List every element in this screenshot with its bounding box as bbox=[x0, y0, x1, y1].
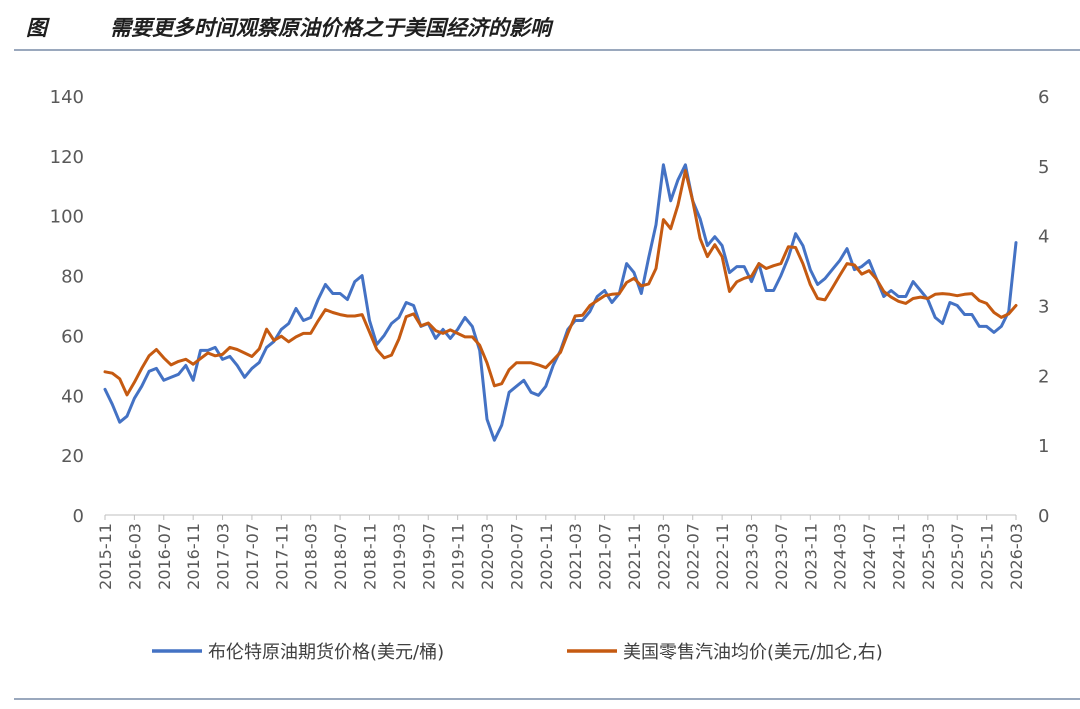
right-y-tick-label: 0 bbox=[1038, 506, 1049, 527]
x-tick-label: 2023-07 bbox=[772, 523, 791, 590]
x-tick-label: 2022-07 bbox=[684, 523, 703, 590]
x-tick-label: 2018-11 bbox=[360, 523, 379, 590]
left-y-tick-label: 20 bbox=[61, 446, 84, 467]
x-tick-label: 2024-03 bbox=[831, 523, 850, 590]
figure-label: 图 bbox=[26, 16, 47, 40]
gasoline-price-line bbox=[103, 169, 1018, 397]
x-tick-label: 2022-11 bbox=[713, 523, 732, 590]
x-tick-label: 2025-07 bbox=[948, 523, 967, 590]
x-tick-label: 2018-03 bbox=[302, 523, 321, 590]
right-y-tick-label: 6 bbox=[1038, 87, 1049, 108]
x-tick-label: 2020-11 bbox=[537, 523, 556, 590]
x-tick-label: 2016-11 bbox=[184, 523, 203, 590]
x-tick-label: 2026-03 bbox=[1007, 523, 1026, 590]
brent-price-line bbox=[103, 163, 1018, 442]
bottom-divider bbox=[14, 698, 1080, 700]
x-tick-label: 2020-07 bbox=[507, 523, 526, 590]
x-tick-label: 2017-07 bbox=[243, 523, 262, 590]
x-tick-label: 2017-11 bbox=[272, 523, 291, 590]
x-tick-label: 2019-07 bbox=[419, 523, 438, 590]
x-tick-label: 2015-11 bbox=[96, 523, 115, 590]
left-y-tick-label: 120 bbox=[50, 147, 84, 168]
x-axis: 2015-11 2016-03 2016-07 2016-11 2017-03 2017-… bbox=[96, 514, 1026, 590]
left-y-tick-label: 40 bbox=[61, 386, 84, 407]
left-y-tick-label: 0 bbox=[73, 506, 84, 527]
x-tick-label: 2024-07 bbox=[860, 523, 879, 590]
right-y-axis: 0 1 2 3 4 5 6 bbox=[1038, 87, 1049, 527]
chart-title: 需要更多时间观察原油价格之于美国经济的影响 bbox=[110, 16, 551, 40]
x-tick-label: 2016-07 bbox=[155, 523, 174, 590]
x-tick-label: 2019-03 bbox=[390, 523, 409, 590]
right-y-tick-label: 4 bbox=[1038, 227, 1049, 248]
x-tick-label: 2025-03 bbox=[919, 523, 938, 590]
left-y-tick-label: 80 bbox=[61, 267, 84, 288]
x-tick-label: 2022-03 bbox=[654, 523, 673, 590]
chart-legend: 布伦特原油期货价格(美元/桶) 美国零售汽油均价(美元/加仑,右) bbox=[152, 642, 883, 663]
x-tick-label: 2019-11 bbox=[449, 523, 468, 590]
right-y-tick-label: 3 bbox=[1038, 297, 1049, 318]
x-tick-label: 2021-07 bbox=[596, 523, 615, 590]
legend-label: 美国零售汽油均价(美元/加仑,右) bbox=[623, 642, 883, 663]
right-y-tick-label: 2 bbox=[1038, 366, 1049, 387]
right-y-tick-label: 1 bbox=[1038, 436, 1049, 457]
right-y-tick-label: 5 bbox=[1038, 157, 1049, 178]
x-tick-label: 2024-11 bbox=[889, 523, 908, 590]
legend-label: 布伦特原油期货价格(美元/桶) bbox=[208, 642, 444, 663]
x-tick-label: 2025-11 bbox=[978, 523, 997, 590]
x-tick-label: 2021-11 bbox=[625, 523, 644, 590]
left-y-tick-label: 140 bbox=[50, 87, 84, 108]
figure-header: 图 需要更多时间观察原油价格之于美国经济的影响 bbox=[0, 0, 1080, 51]
left-y-axis: 0 20 40 60 80 100 120 140 bbox=[50, 87, 84, 527]
x-tick-label: 2017-03 bbox=[214, 523, 233, 590]
x-tick-label: 2021-03 bbox=[566, 523, 585, 590]
left-y-tick-label: 100 bbox=[50, 207, 84, 228]
x-tick-label: 2020-03 bbox=[478, 523, 497, 590]
title-divider bbox=[14, 49, 1080, 51]
x-tick-label: 2016-03 bbox=[125, 523, 144, 590]
series-layer bbox=[103, 163, 1018, 442]
x-tick-label: 2023-03 bbox=[743, 523, 762, 590]
left-y-tick-label: 60 bbox=[61, 326, 84, 347]
x-tick-label: 2018-07 bbox=[331, 523, 350, 590]
x-tick-label: 2023-11 bbox=[801, 523, 820, 590]
